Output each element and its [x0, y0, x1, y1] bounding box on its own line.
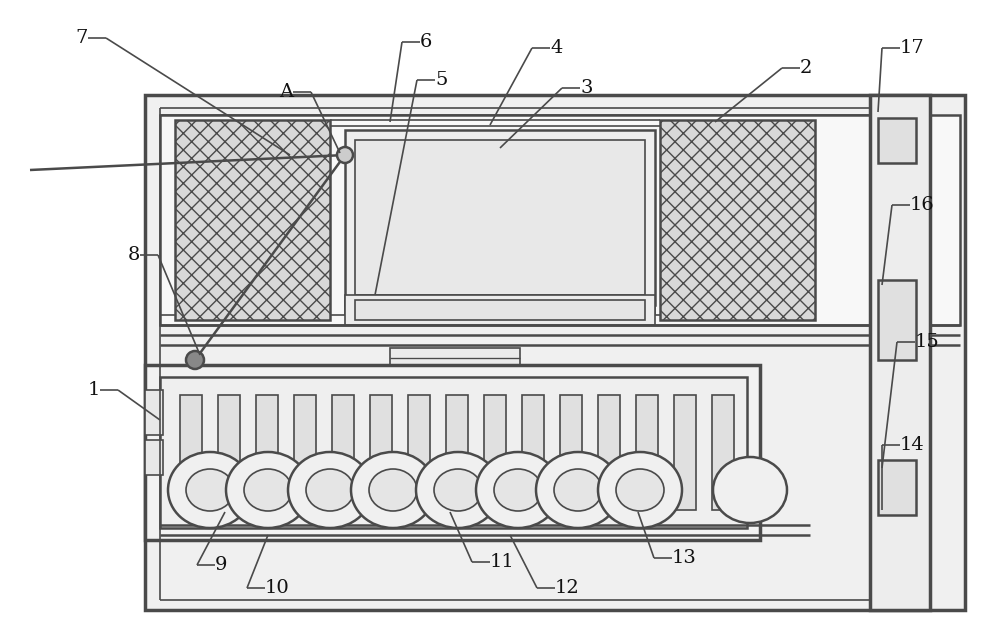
Text: A: A	[279, 83, 293, 101]
Ellipse shape	[186, 469, 234, 511]
Ellipse shape	[616, 469, 664, 511]
Bar	[145, 365, 760, 540]
Bar	[712, 395, 734, 510]
Bar	[598, 395, 620, 510]
Text: 6: 6	[420, 33, 432, 51]
Text: 16: 16	[910, 196, 935, 214]
Bar	[175, 120, 330, 320]
Ellipse shape	[244, 469, 292, 511]
Bar	[870, 95, 930, 610]
Ellipse shape	[351, 452, 435, 528]
Bar	[660, 120, 815, 320]
Text: 15: 15	[915, 333, 940, 351]
Ellipse shape	[226, 452, 310, 528]
Ellipse shape	[369, 469, 417, 511]
Bar	[355, 300, 645, 320]
Ellipse shape	[434, 469, 482, 511]
Bar	[878, 280, 916, 360]
Bar	[145, 440, 163, 475]
Ellipse shape	[713, 457, 787, 523]
Text: 8: 8	[128, 246, 140, 264]
Text: 4: 4	[550, 39, 562, 57]
Text: 5: 5	[435, 71, 447, 89]
Bar	[256, 395, 278, 510]
Bar	[446, 395, 468, 510]
Bar	[332, 395, 354, 510]
Text: 10: 10	[265, 579, 290, 597]
Bar	[345, 130, 655, 305]
Ellipse shape	[494, 469, 542, 511]
Bar	[355, 140, 645, 295]
Ellipse shape	[536, 452, 620, 528]
Text: 2: 2	[800, 59, 812, 77]
Bar	[218, 395, 240, 510]
Ellipse shape	[288, 452, 372, 528]
Bar	[160, 115, 960, 325]
Bar	[370, 395, 392, 510]
Text: 17: 17	[900, 39, 925, 57]
Ellipse shape	[416, 452, 500, 528]
Bar	[560, 395, 582, 510]
Circle shape	[337, 147, 353, 163]
Text: 7: 7	[76, 29, 88, 47]
Text: 13: 13	[672, 549, 697, 567]
Bar	[145, 95, 965, 610]
Text: 9: 9	[215, 556, 228, 574]
Ellipse shape	[598, 452, 682, 528]
Bar	[878, 460, 916, 515]
Ellipse shape	[306, 469, 354, 511]
Text: 14: 14	[900, 436, 925, 454]
Bar	[390, 348, 520, 373]
Text: 1: 1	[88, 381, 100, 399]
Bar	[160, 377, 747, 528]
Bar	[484, 395, 506, 510]
Bar	[522, 395, 544, 510]
Bar	[878, 118, 916, 163]
Ellipse shape	[476, 452, 560, 528]
Ellipse shape	[168, 452, 252, 528]
Text: 12: 12	[555, 579, 580, 597]
Text: 11: 11	[490, 553, 515, 571]
Bar	[408, 395, 430, 510]
Text: 3: 3	[580, 79, 592, 97]
Ellipse shape	[554, 469, 602, 511]
Bar	[636, 395, 658, 510]
Bar	[180, 395, 202, 510]
Bar	[145, 390, 163, 435]
Bar	[294, 395, 316, 510]
Bar	[674, 395, 696, 510]
Circle shape	[186, 351, 204, 369]
Bar	[345, 295, 655, 325]
